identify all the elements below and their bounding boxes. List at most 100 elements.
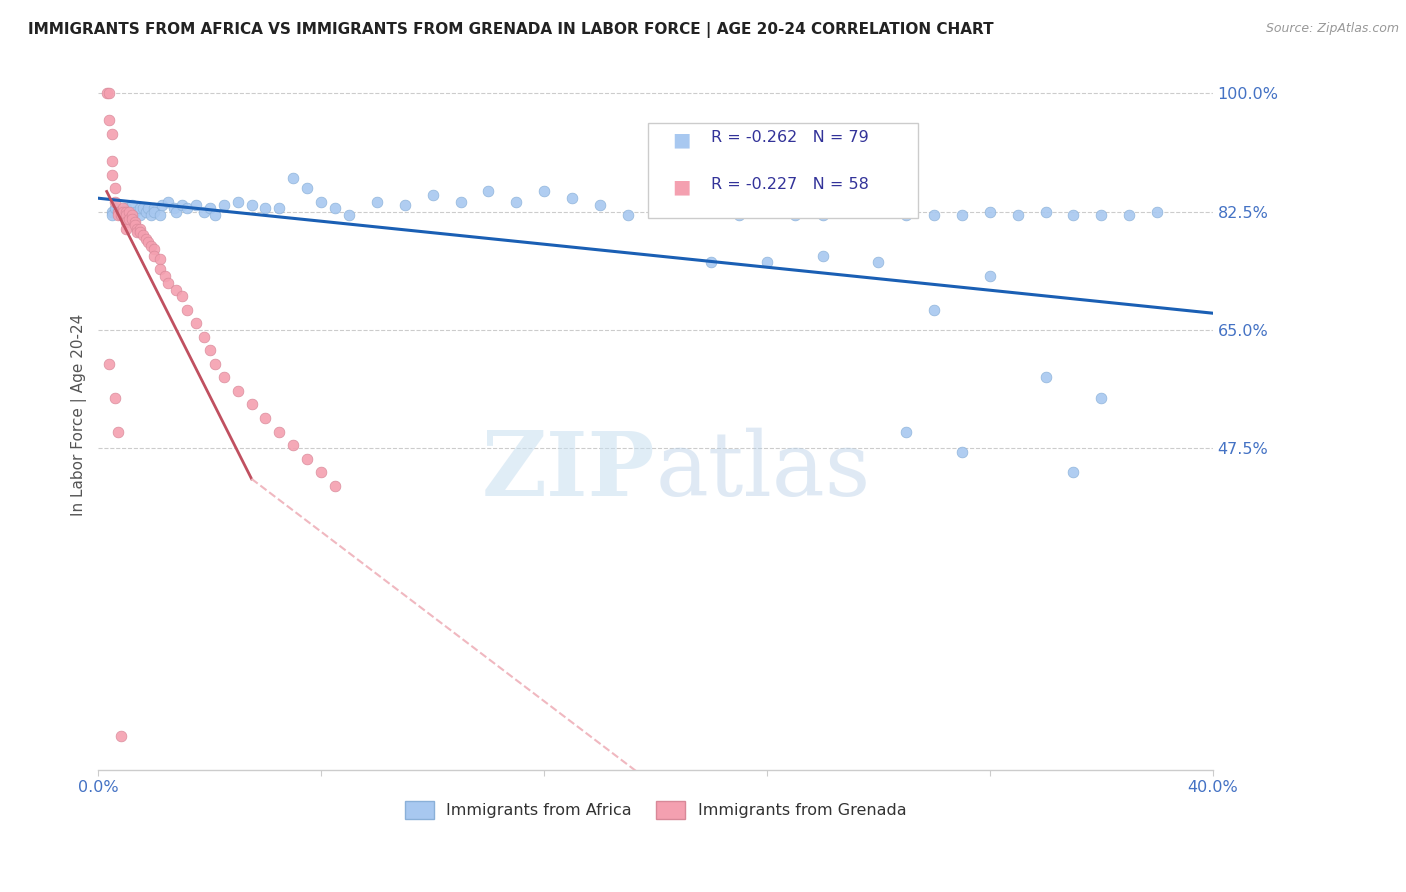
Point xyxy=(115,202,138,216)
Point xyxy=(505,194,527,209)
Point xyxy=(101,168,124,182)
Point xyxy=(156,276,179,290)
Point xyxy=(115,208,138,222)
Point xyxy=(561,191,583,205)
Point xyxy=(283,170,305,185)
Point xyxy=(101,208,124,222)
Point xyxy=(129,208,152,222)
Point xyxy=(868,204,890,219)
Point xyxy=(309,465,332,479)
Point xyxy=(121,211,143,226)
Point xyxy=(323,478,346,492)
Point xyxy=(450,194,472,209)
Point xyxy=(212,370,235,384)
Point xyxy=(156,194,179,209)
Point xyxy=(112,202,135,216)
Point xyxy=(589,198,612,212)
Point xyxy=(896,208,918,222)
Point xyxy=(135,232,157,246)
Point xyxy=(124,215,146,229)
Point xyxy=(101,204,124,219)
Point xyxy=(152,198,174,212)
Point xyxy=(129,202,152,216)
Point xyxy=(104,181,127,195)
Point xyxy=(129,225,152,239)
Point xyxy=(141,208,163,222)
Point xyxy=(101,154,124,169)
Point xyxy=(1090,208,1112,222)
Point xyxy=(155,268,177,283)
Point xyxy=(121,208,143,222)
Point xyxy=(176,202,198,216)
Point xyxy=(112,204,135,219)
Point xyxy=(107,208,129,222)
Point xyxy=(1118,208,1140,222)
Point xyxy=(226,194,249,209)
Point xyxy=(283,438,305,452)
Point xyxy=(121,198,143,212)
Point xyxy=(198,343,221,358)
Point xyxy=(135,204,157,219)
Point xyxy=(269,202,291,216)
Point xyxy=(115,204,138,219)
Point xyxy=(129,221,152,235)
Text: atlas: atlas xyxy=(655,428,870,515)
Text: R = -0.227   N = 58: R = -0.227 N = 58 xyxy=(711,177,869,192)
Point xyxy=(115,204,138,219)
Point xyxy=(323,202,346,216)
Point xyxy=(176,302,198,317)
Point xyxy=(422,187,444,202)
Point xyxy=(198,202,221,216)
Point xyxy=(143,202,166,216)
Point xyxy=(896,425,918,439)
Point xyxy=(672,202,695,216)
Point xyxy=(728,208,751,222)
Text: R = -0.262   N = 79: R = -0.262 N = 79 xyxy=(711,130,869,145)
Text: ■: ■ xyxy=(672,131,690,150)
Point xyxy=(96,87,118,101)
Text: ZIP: ZIP xyxy=(482,428,655,515)
Point xyxy=(170,289,193,303)
Point xyxy=(477,185,499,199)
Point xyxy=(98,357,121,371)
Point xyxy=(755,255,778,269)
Point xyxy=(165,204,187,219)
Point xyxy=(115,215,138,229)
Point xyxy=(193,204,215,219)
Point xyxy=(1035,204,1057,219)
Point xyxy=(132,202,155,216)
Point xyxy=(204,208,226,222)
Point xyxy=(127,221,149,235)
Point xyxy=(149,262,172,277)
Point xyxy=(115,208,138,222)
Point xyxy=(98,113,121,128)
Point xyxy=(240,397,263,411)
Point xyxy=(1062,465,1084,479)
Y-axis label: In Labor Force | Age 20-24: In Labor Force | Age 20-24 xyxy=(72,313,87,516)
Text: Source: ZipAtlas.com: Source: ZipAtlas.com xyxy=(1265,22,1399,36)
Point xyxy=(118,204,141,219)
Point xyxy=(922,302,945,317)
Point xyxy=(1062,208,1084,222)
Text: ■: ■ xyxy=(672,178,690,196)
Point xyxy=(337,208,360,222)
Point xyxy=(104,194,127,209)
Point xyxy=(115,221,138,235)
Point xyxy=(979,268,1001,283)
Point xyxy=(979,204,1001,219)
Point xyxy=(950,208,973,222)
Point xyxy=(811,249,834,263)
Point xyxy=(141,238,163,252)
Point xyxy=(138,202,160,216)
Point xyxy=(366,194,388,209)
Point xyxy=(118,211,141,226)
Point xyxy=(297,451,319,466)
Point xyxy=(184,198,207,212)
Point xyxy=(226,384,249,398)
Point xyxy=(184,316,207,330)
Point xyxy=(127,225,149,239)
Point xyxy=(101,127,124,141)
Point xyxy=(143,242,166,256)
Point xyxy=(104,391,127,405)
Point xyxy=(1035,370,1057,384)
